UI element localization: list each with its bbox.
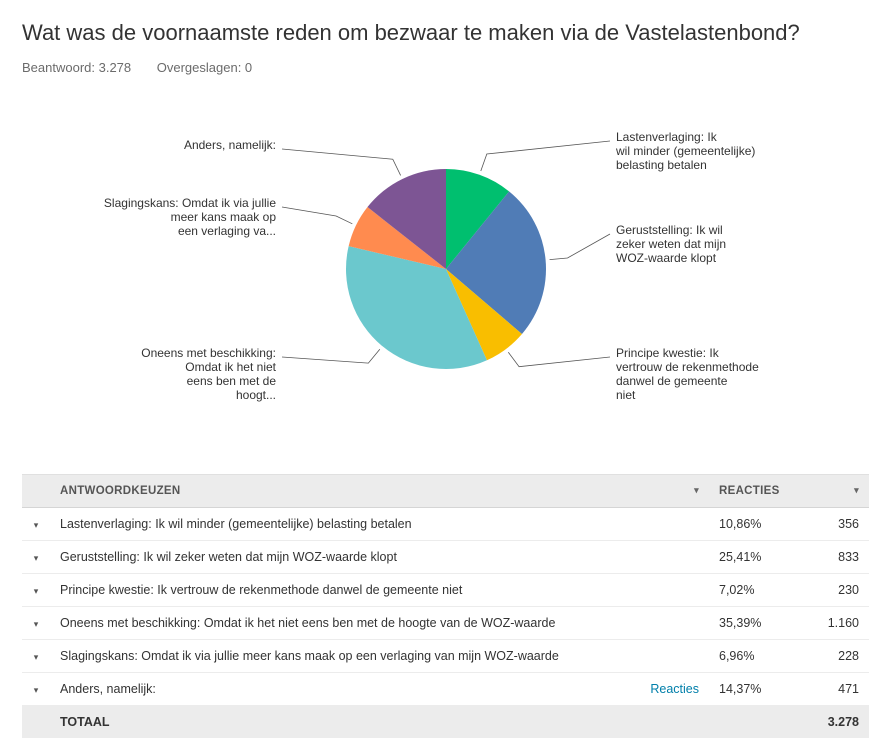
sort-caret-icon[interactable]: ▾ <box>694 485 699 496</box>
caret-down-icon: ▾ <box>34 586 39 597</box>
caret-down-icon: ▾ <box>34 685 39 696</box>
table-header-choices[interactable]: Antwoordkeuzen ▾ <box>50 474 709 507</box>
table-row: ▾ Anders, namelijk:Reacties14,37%471 <box>22 672 869 705</box>
total-label: TOTAAL <box>50 705 709 738</box>
expand-toggle[interactable]: ▾ <box>22 573 50 606</box>
answer-label: Slagingskans: Omdat ik via jullie meer k… <box>50 639 709 672</box>
answer-label: Lastenverlaging: Ik wil minder (gemeente… <box>50 507 709 540</box>
table-row: ▾ Geruststelling: Ik wil zeker weten dat … <box>22 540 869 573</box>
answer-label: Principe kwestie: Ik vertrouw de rekenme… <box>50 573 709 606</box>
pie-leader-line <box>549 234 609 260</box>
answer-label: Geruststelling: Ik wil zeker weten dat m… <box>50 540 709 573</box>
caret-down-icon: ▾ <box>34 619 39 630</box>
answer-count: 230 <box>799 573 869 606</box>
answer-count: 471 <box>799 672 869 705</box>
table-header-count[interactable]: ▾ <box>799 474 869 507</box>
expand-toggle[interactable]: ▾ <box>22 672 50 705</box>
question-title: Wat was de voornaamste reden om bezwaar … <box>22 18 869 48</box>
pie-slice-label: Anders, namelijk: <box>183 138 275 152</box>
pie-slice-label: Geruststelling: Ik wilzeker weten dat mi… <box>616 223 726 265</box>
answer-percent: 10,86% <box>709 507 799 540</box>
pie-slice-label: Principe kwestie: Ikvertrouw de rekenmet… <box>616 346 759 402</box>
answer-label: Anders, namelijk:Reacties <box>50 672 709 705</box>
caret-down-icon: ▾ <box>34 520 39 531</box>
expand-toggle[interactable]: ▾ <box>22 606 50 639</box>
expand-toggle[interactable]: ▾ <box>22 507 50 540</box>
table-header-choices-label: Antwoordkeuzen <box>60 485 180 497</box>
table-row: ▾ Slagingskans: Omdat ik via jullie meer … <box>22 639 869 672</box>
pie-leader-line <box>508 352 610 366</box>
reactions-link[interactable]: Reacties <box>650 682 699 696</box>
pie-slice-label: Slagingskans: Omdat ik via julliemeer ka… <box>103 196 275 238</box>
table-header-reactions[interactable]: Reacties <box>709 474 799 507</box>
answer-percent: 6,96% <box>709 639 799 672</box>
answer-count: 1.160 <box>799 606 869 639</box>
pie-slice-label: Lastenverlaging: Ikwil minder (gemeentel… <box>615 130 755 172</box>
pie-leader-line <box>480 141 609 171</box>
sort-caret-icon[interactable]: ▾ <box>854 485 859 496</box>
answer-percent: 14,37% <box>709 672 799 705</box>
table-row: ▾ Oneens met beschikking: Omdat ik het ni… <box>22 606 869 639</box>
answered-count: Beantwoord: 3.278 <box>22 60 131 75</box>
pie-leader-line <box>282 207 352 224</box>
answer-count: 833 <box>799 540 869 573</box>
table-total-row: TOTAAL 3.278 <box>22 705 869 738</box>
table-row: ▾ Principe kwestie: Ik vertrouw de rekenm… <box>22 573 869 606</box>
pie-leader-line <box>282 349 380 363</box>
answer-percent: 25,41% <box>709 540 799 573</box>
pie-chart: Lastenverlaging: Ikwil minder (gemeentel… <box>22 99 869 444</box>
answer-percent: 7,02% <box>709 573 799 606</box>
table-header-expand <box>22 474 50 507</box>
answer-count: 228 <box>799 639 869 672</box>
total-value: 3.278 <box>799 705 869 738</box>
pie-leader-line <box>282 149 401 175</box>
expand-toggle[interactable]: ▾ <box>22 540 50 573</box>
pie-chart-svg: Lastenverlaging: Ikwil minder (gemeentel… <box>96 99 796 439</box>
answer-percent: 35,39% <box>709 606 799 639</box>
answer-label: Oneens met beschikking: Omdat ik het nie… <box>50 606 709 639</box>
answers-table: Antwoordkeuzen ▾ Reacties ▾ ▾ Lastenverla… <box>22 474 869 738</box>
caret-down-icon: ▾ <box>34 553 39 564</box>
pie-slice-label: Oneens met beschikking:Omdat ik het niet… <box>141 346 276 402</box>
table-row: ▾ Lastenverlaging: Ik wil minder (gemeent… <box>22 507 869 540</box>
expand-toggle[interactable]: ▾ <box>22 639 50 672</box>
meta-row: Beantwoord: 3.278 Overgeslagen: 0 <box>22 60 869 75</box>
answer-count: 356 <box>799 507 869 540</box>
table-header-reactions-label: Reacties <box>719 485 780 497</box>
caret-down-icon: ▾ <box>34 652 39 663</box>
skipped-count: Overgeslagen: 0 <box>157 60 252 75</box>
